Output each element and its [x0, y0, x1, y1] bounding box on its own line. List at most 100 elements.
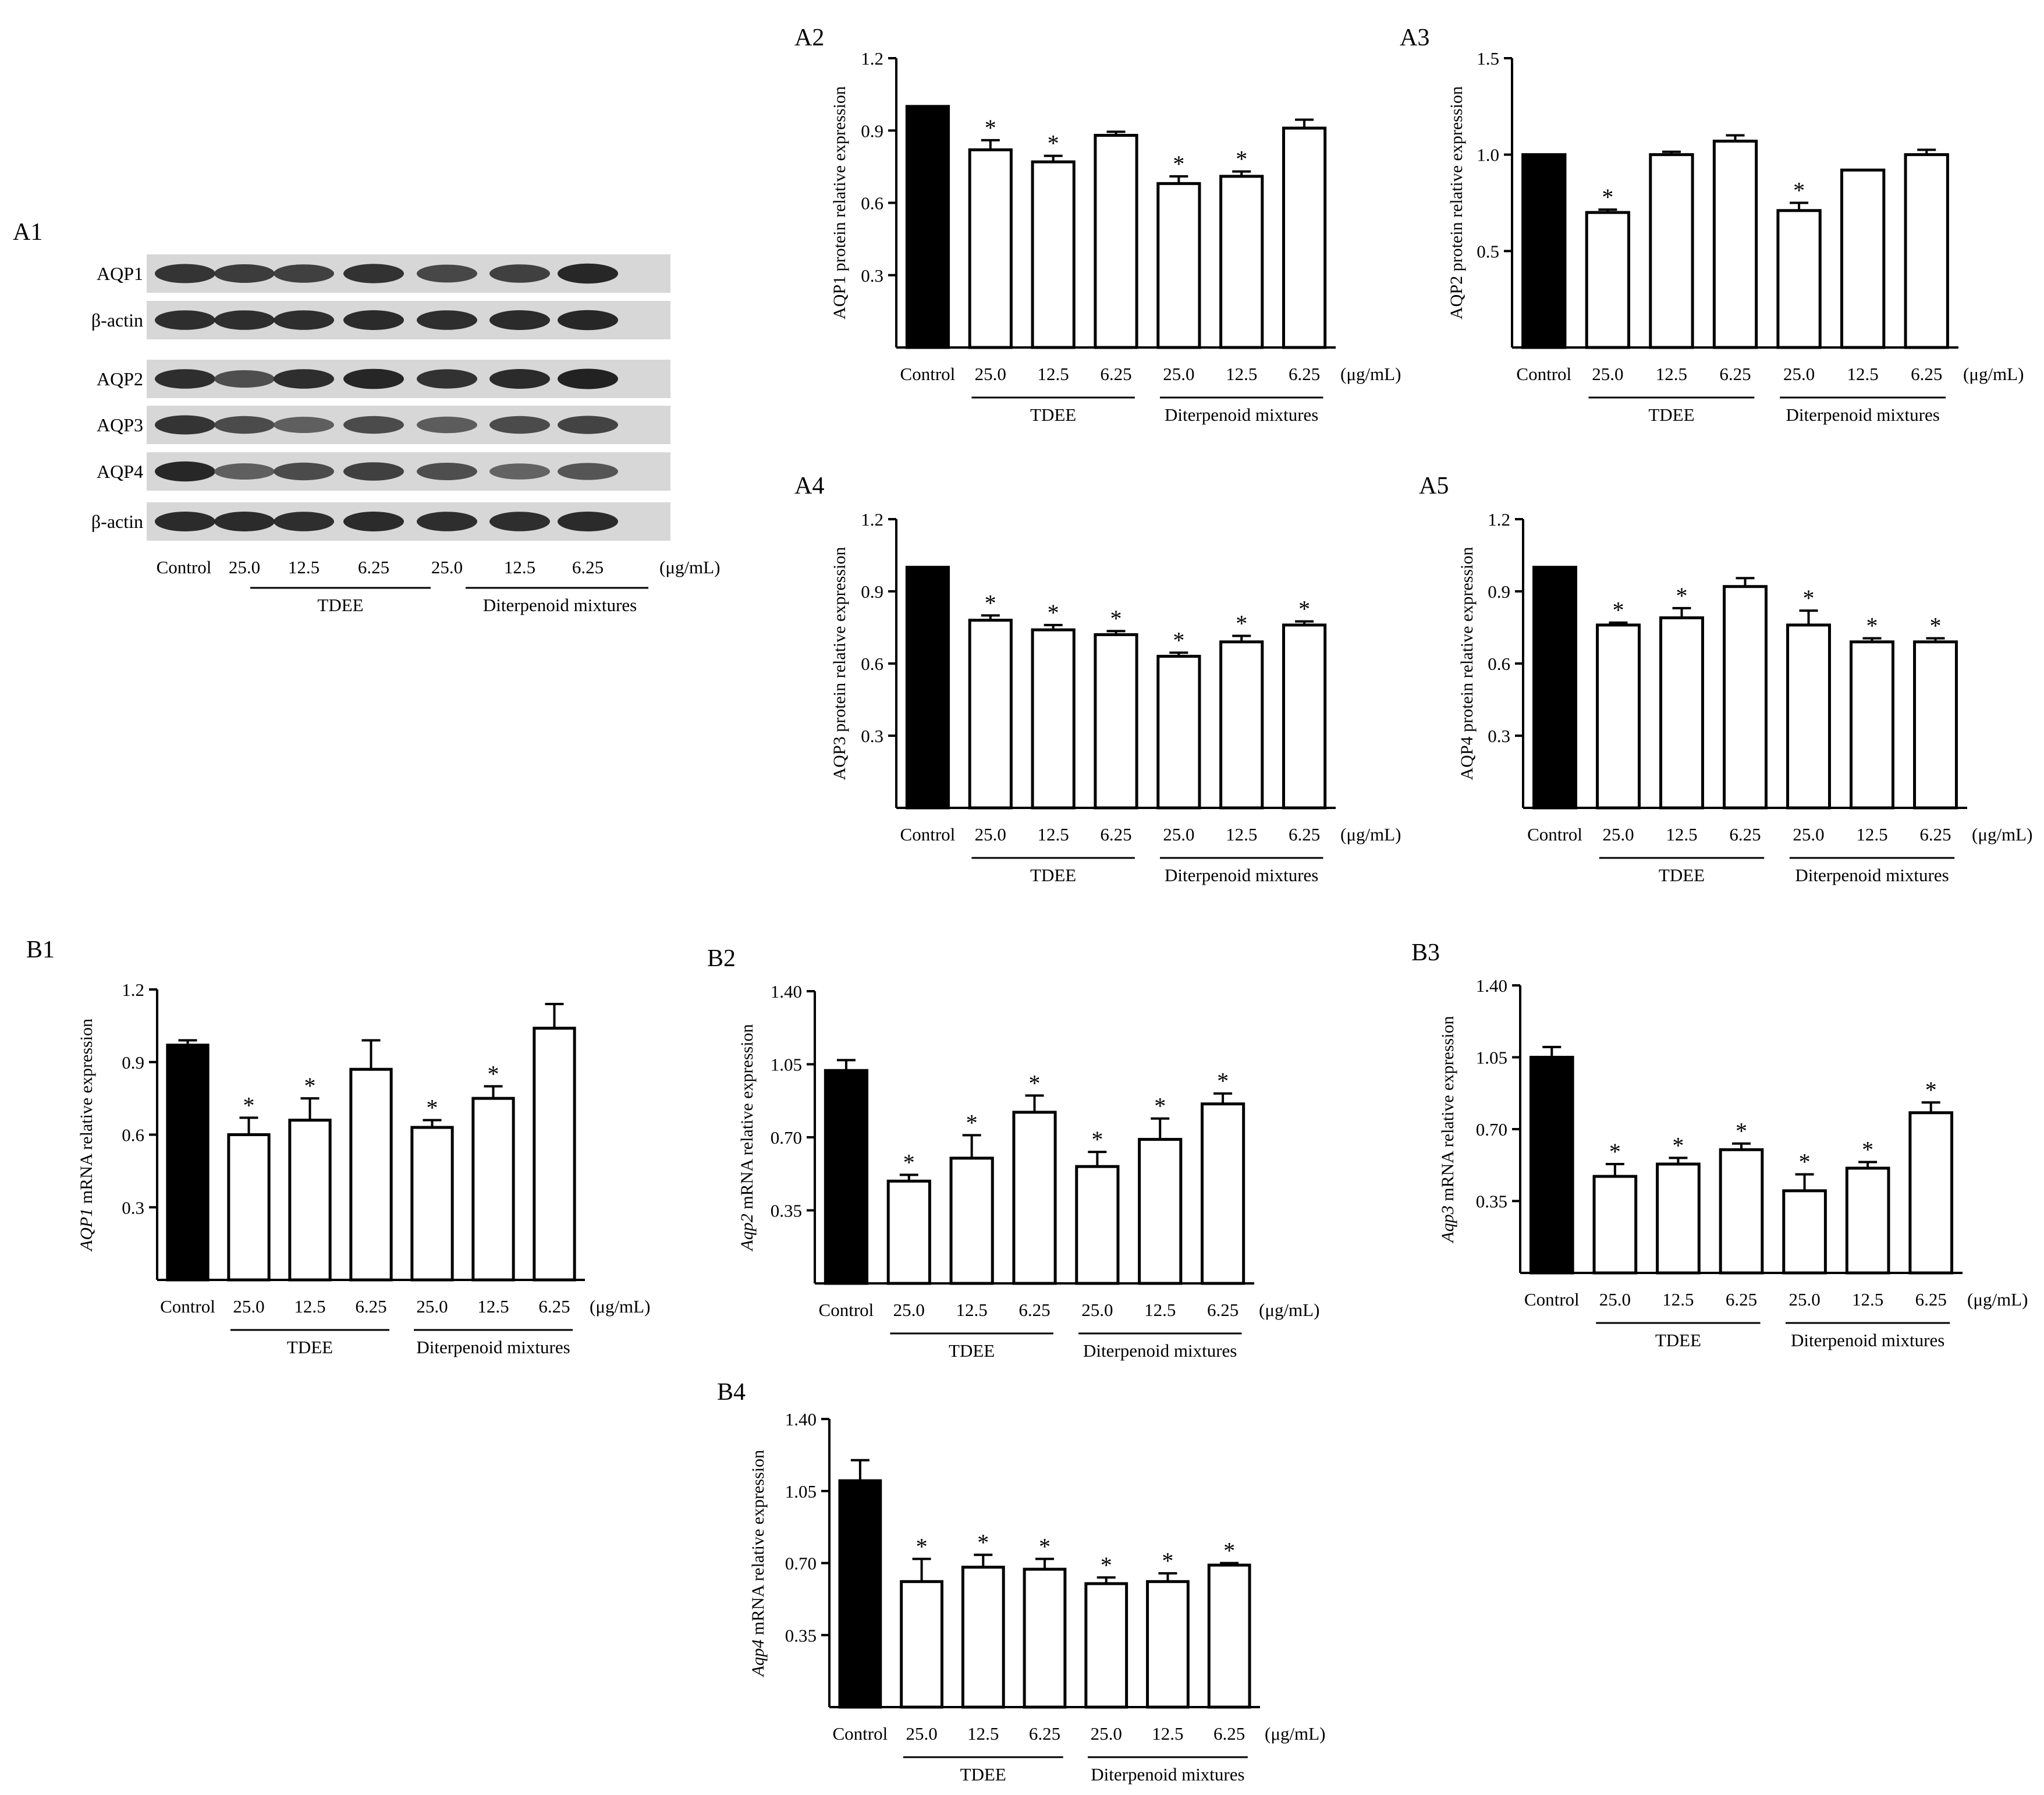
significance-star: * — [985, 590, 996, 616]
y-tick-label: 1.05 — [1476, 1048, 1507, 1068]
x-category-label: 25.0 — [1081, 1300, 1113, 1320]
y-axis-label-gene: Aqp2 — [737, 1214, 757, 1251]
x-category-label: 25.0 — [906, 1723, 937, 1744]
bar-treatment — [1776, 209, 1822, 349]
blot-band — [343, 310, 404, 330]
bar-treatment — [1712, 139, 1758, 349]
blot-lane-label: 6.25 — [572, 557, 604, 577]
bar-treatment — [900, 1580, 943, 1709]
bar-treatment — [1138, 1138, 1183, 1285]
panel-label: A1 — [13, 219, 42, 246]
bar-treatment — [961, 1566, 1005, 1709]
x-category-label: Control — [819, 1300, 874, 1320]
bar-treatment — [1592, 1175, 1638, 1275]
significance-star: * — [1173, 151, 1184, 177]
x-category-label: Control — [1527, 824, 1582, 845]
blot-band — [558, 463, 618, 480]
x-category-label: 12.5 — [967, 1723, 999, 1744]
x-category-label: 25.0 — [1788, 1289, 1820, 1310]
y-tick-label: 1.2 — [861, 509, 883, 530]
blot-band — [274, 512, 334, 531]
panel-label: A3 — [1400, 24, 1429, 51]
x-category-label: 6.25 — [1919, 824, 1951, 845]
bar-control — [1529, 1056, 1574, 1275]
blot-band — [417, 369, 477, 389]
y-axis-label: AQP4 protein relative expression — [1457, 547, 1477, 781]
bar-treatment — [1156, 182, 1201, 349]
x-category-label: 6.25 — [1213, 1723, 1245, 1744]
significance-star: * — [1925, 1077, 1937, 1103]
bar-control — [838, 1479, 882, 1709]
group-label-diterpenoid: Diterpenoid mixtures — [1091, 1764, 1244, 1785]
x-category-label: 25.0 — [1163, 824, 1194, 845]
bar-treatment — [1659, 616, 1704, 810]
blot-band — [558, 416, 618, 434]
bar-treatment — [1845, 1166, 1890, 1275]
bar-control — [166, 1044, 210, 1282]
group-label-tdee: TDEE — [1030, 405, 1076, 425]
bar-treatment — [1075, 1165, 1120, 1285]
x-category-label: 6.25 — [1719, 364, 1751, 384]
significance-star: * — [1162, 1548, 1173, 1574]
significance-star: * — [1173, 627, 1184, 653]
bar-treatment — [288, 1119, 332, 1282]
bar-treatment — [1723, 585, 1768, 810]
x-category-label: 12.5 — [1152, 1723, 1183, 1744]
panel-label: A5 — [1419, 473, 1449, 499]
y-tick-label: 0.35 — [785, 1625, 817, 1645]
panel-label: B1 — [26, 936, 55, 963]
blot-band — [214, 264, 275, 283]
blot-lane-label: Control — [157, 557, 212, 577]
y-tick-label: 0.6 — [861, 654, 883, 674]
blot-lane-label: 12.5 — [504, 557, 535, 577]
significance-star: * — [916, 1533, 928, 1559]
blot-row-label: AQP2 — [97, 368, 143, 389]
significance-star: * — [1110, 605, 1122, 632]
x-category-label: 25.0 — [1602, 824, 1634, 845]
x-category-label: 12.5 — [1852, 1289, 1883, 1310]
bar-control — [824, 1069, 869, 1285]
significance-star: * — [1930, 613, 1942, 639]
significance-star: * — [1101, 1552, 1112, 1578]
group-label-diterpenoid: Diterpenoid mixtures — [1786, 405, 1939, 425]
y-axis-label: Aqp3 mRNA relative expression — [1438, 1016, 1457, 1243]
x-category-label: 12.5 — [477, 1296, 509, 1317]
y-tick-label: 0.9 — [122, 1052, 144, 1073]
significance-star: * — [1736, 1118, 1747, 1144]
blot-band — [214, 370, 275, 388]
blot-band — [489, 416, 550, 434]
bar-treatment — [1282, 623, 1327, 810]
blot-band — [343, 416, 404, 434]
bar-treatment — [1782, 1189, 1827, 1275]
x-category-label: Control — [900, 364, 956, 384]
bar-treatment — [1786, 623, 1831, 810]
bar-treatment — [1219, 640, 1264, 810]
significance-star: * — [903, 1150, 915, 1176]
bar-treatment — [1094, 134, 1138, 349]
significance-star: * — [1091, 1126, 1103, 1152]
blot-band — [214, 512, 275, 531]
x-category-label: 12.5 — [956, 1300, 988, 1320]
units-label: (μg/mL) — [1265, 1723, 1325, 1744]
chart-b2: B2 0.35 0.70 1.05 1.40 Aqp2 mRNA relative exp… — [707, 945, 1319, 1361]
y-axis-label: AQP1 protein relative expression — [830, 86, 849, 320]
bar-treatment — [1913, 640, 1958, 810]
bar-treatment — [349, 1067, 393, 1282]
blot-row-label: AQP4 — [97, 461, 143, 482]
blot-band — [155, 461, 215, 482]
group-label-diterpenoid: Diterpenoid mixtures — [1795, 865, 1949, 885]
significance-star: * — [1613, 597, 1624, 623]
units-label: (μg/mL) — [1340, 824, 1401, 845]
blot-band — [417, 463, 477, 480]
y-tick-label: 0.6 — [1488, 654, 1510, 674]
blot-band — [155, 264, 215, 283]
bar-treatment — [1200, 1102, 1245, 1285]
blot-band — [214, 310, 275, 330]
chart-a3: A3 0.5 1.0 1.5 AQP2 protein relative express… — [1400, 24, 2024, 425]
group-label-tdee: TDEE — [287, 1337, 333, 1357]
chart-a5: A5 0.3 0.6 0.9 1.2 AQP4 protein relative expr… — [1419, 473, 2032, 885]
significance-star: * — [1236, 610, 1247, 636]
blot-band — [417, 512, 477, 531]
blot-row: AQP2 — [97, 360, 670, 398]
x-category-label: 6.25 — [355, 1296, 386, 1317]
